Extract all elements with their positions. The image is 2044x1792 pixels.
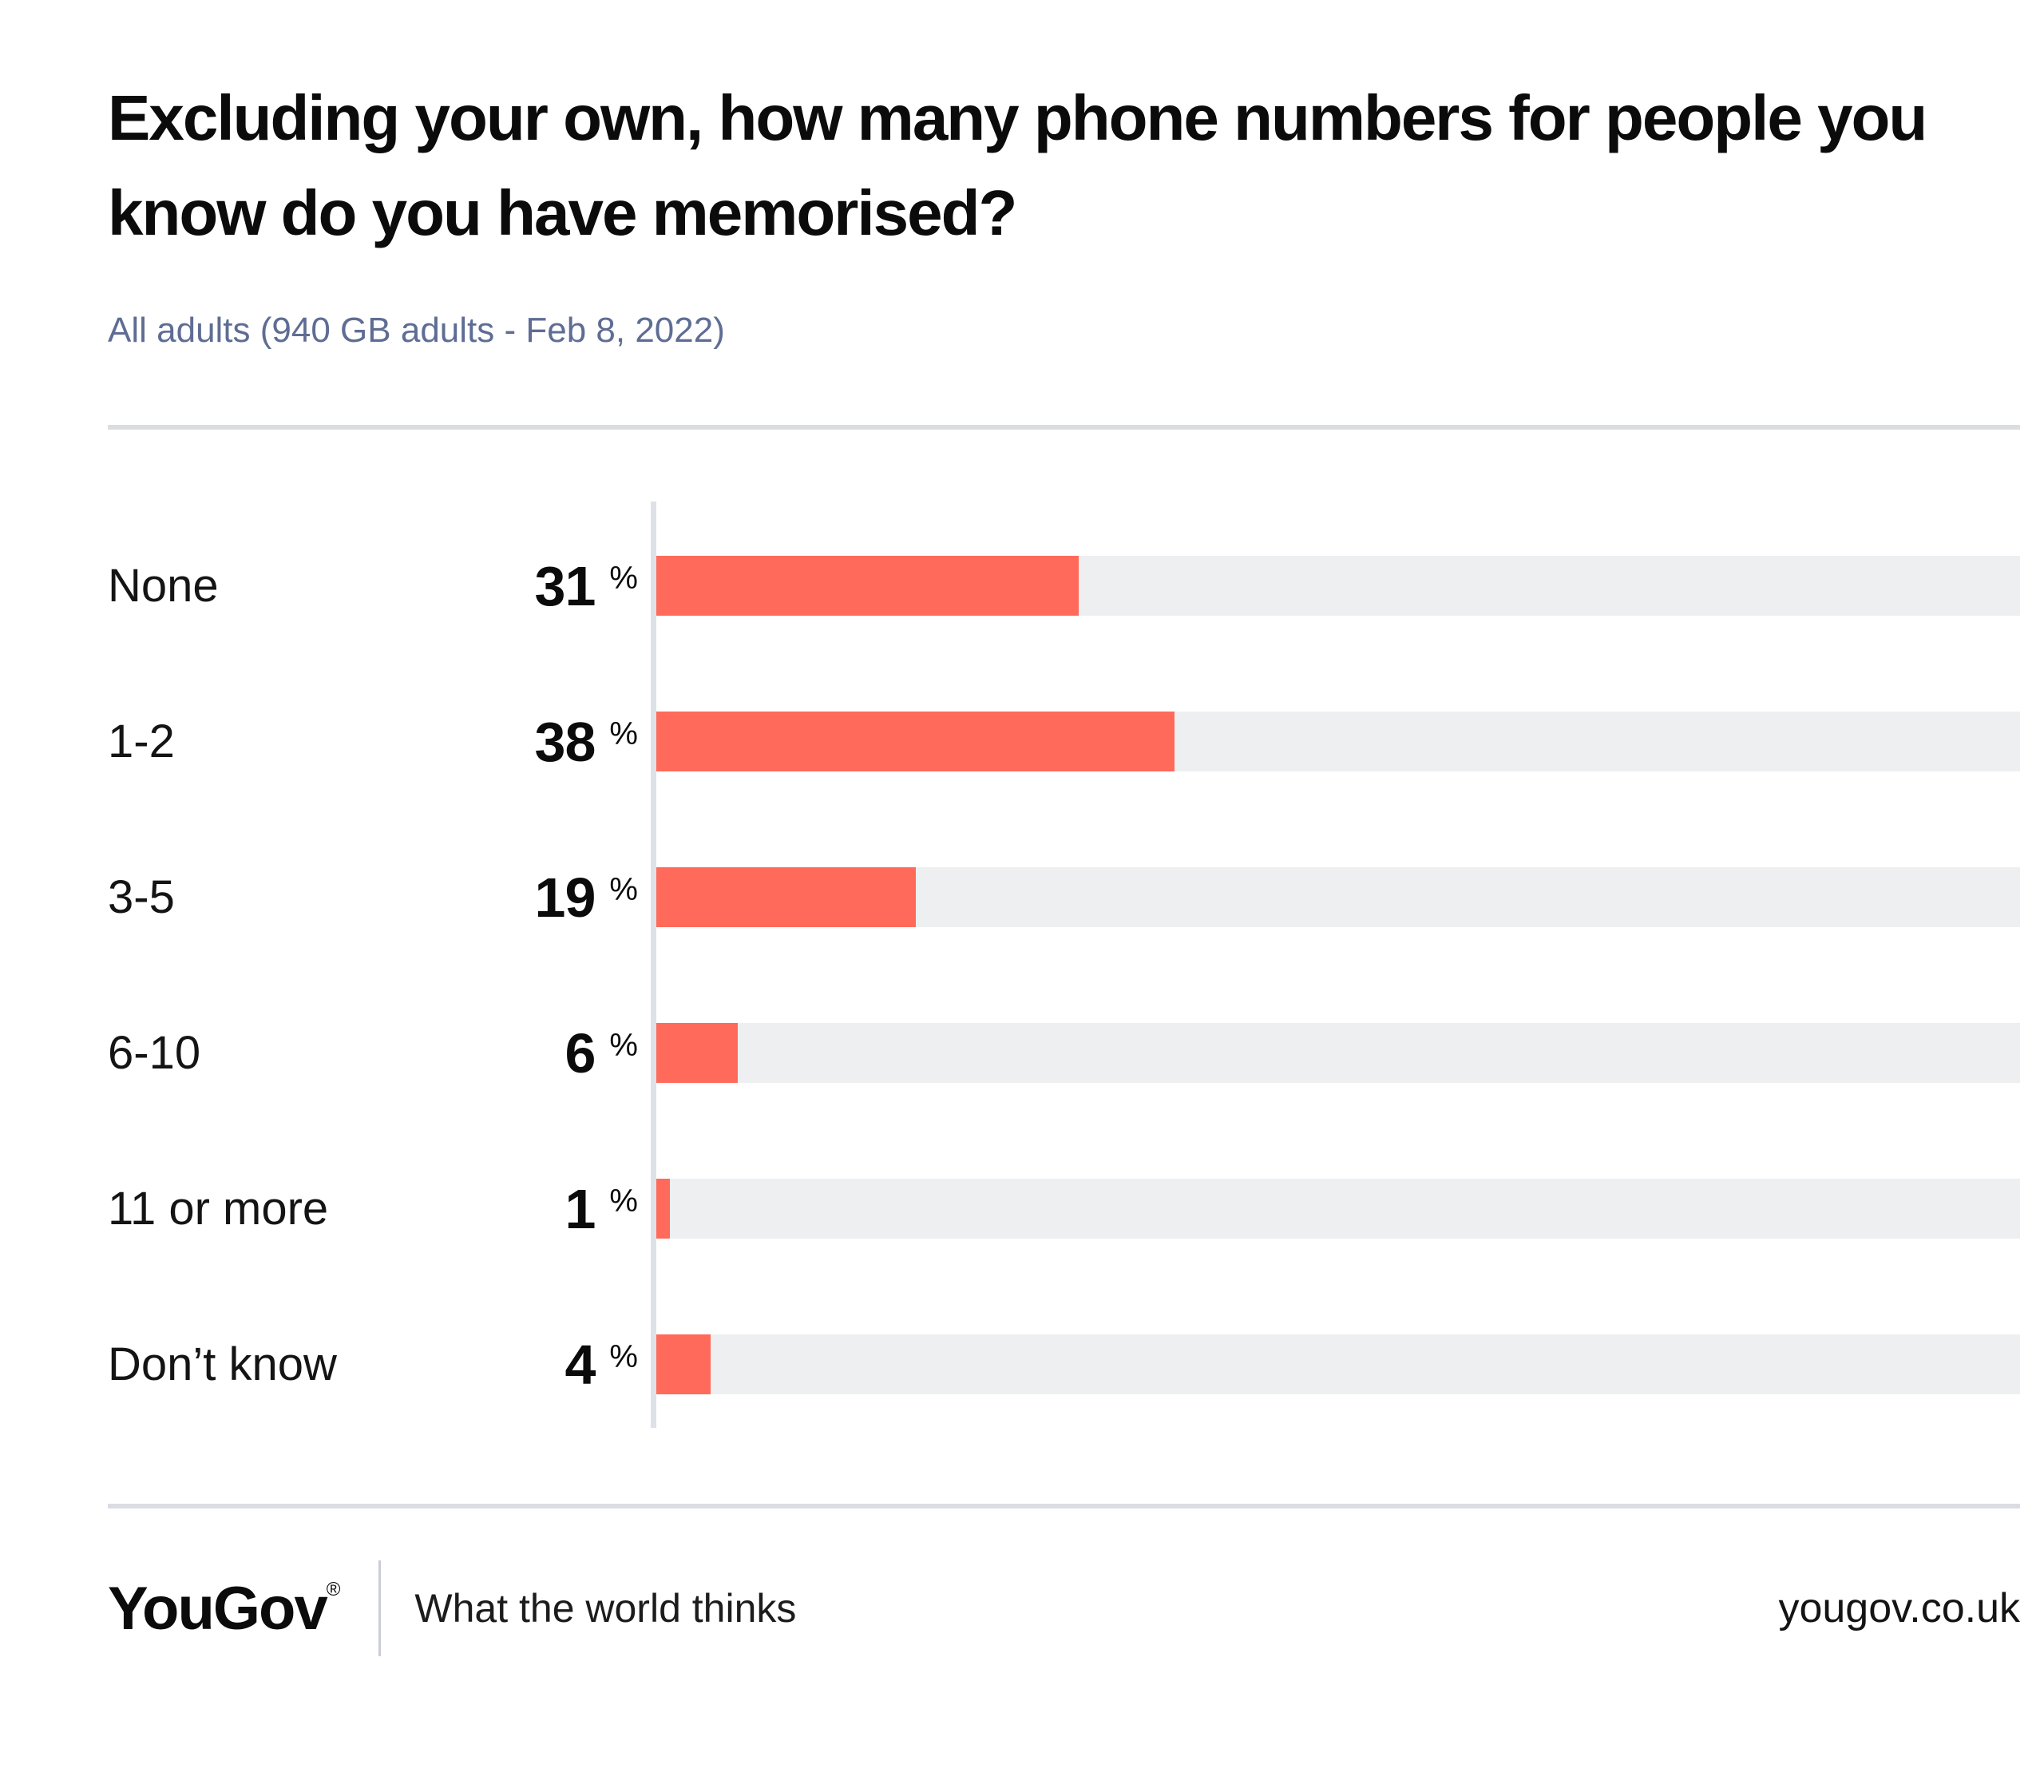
page: Excluding your own, how many phone numbe… xyxy=(108,70,2020,1660)
value-number: 1 xyxy=(564,1177,596,1240)
value-label: 19 % xyxy=(519,870,651,926)
bar-fill xyxy=(656,867,916,927)
yougov-logo: YouGov® xyxy=(108,1574,340,1643)
footer-vertical-separator xyxy=(378,1560,382,1656)
percent-sign: % xyxy=(609,560,638,596)
percent-sign: % xyxy=(609,1027,638,1063)
bar-track xyxy=(656,556,2020,616)
footer-slogan: What the world thinks xyxy=(414,1586,797,1631)
percent-sign: % xyxy=(609,1338,638,1374)
bar-fill xyxy=(656,556,1079,616)
bar-track xyxy=(656,1334,2020,1394)
percent-sign: % xyxy=(609,1183,638,1219)
chart-row-3-5: 3-5 19 % xyxy=(108,819,2020,975)
bar-track xyxy=(656,1179,2020,1239)
value-number: 4 xyxy=(564,1333,596,1396)
footer-divider xyxy=(108,1504,2020,1509)
chart-row-11-or-more: 11 or more 1 % xyxy=(108,1131,2020,1287)
bar-fill xyxy=(656,1334,711,1394)
value-number: 31 xyxy=(534,554,596,617)
category-label: Don’t know xyxy=(108,1338,337,1390)
value-number: 6 xyxy=(564,1021,596,1084)
bar-fill xyxy=(656,1179,671,1239)
percent-sign: % xyxy=(609,716,638,751)
header-divider xyxy=(108,425,2020,430)
category-label: 6-10 xyxy=(108,1027,201,1079)
registered-trademark-icon: ® xyxy=(326,1578,341,1600)
value-label: 31 % xyxy=(519,558,651,614)
chart-row-6-10: 6-10 6 % xyxy=(108,975,2020,1131)
chart-row-dont-know: Don’t know 4 % xyxy=(108,1287,2020,1442)
chart-title: Excluding your own, how many phone numbe… xyxy=(108,82,1927,248)
category-label: 11 or more xyxy=(108,1183,329,1235)
value-label: 4 % xyxy=(519,1337,651,1393)
chart-row-1-2: 1-2 38 % xyxy=(108,664,2020,819)
axis-line xyxy=(651,502,656,1428)
bar-chart: None 31 % 1-2 38 % 3-5 19 xyxy=(108,502,2020,1442)
value-label: 1 % xyxy=(519,1181,651,1237)
value-number: 19 xyxy=(534,866,596,929)
bar-track xyxy=(656,712,2020,771)
value-number: 38 xyxy=(534,710,596,773)
percent-sign: % xyxy=(609,871,638,907)
value-label: 6 % xyxy=(519,1025,651,1081)
bar-fill xyxy=(656,712,1175,771)
category-label: 3-5 xyxy=(108,871,175,923)
footer: YouGov® What the world thinks yougov.co.… xyxy=(108,1556,2020,1660)
value-label: 38 % xyxy=(519,714,651,770)
bar-track xyxy=(656,867,2020,927)
chart-subtitle: All adults (940 GB adults - Feb 8, 2022) xyxy=(108,311,725,350)
category-label: None xyxy=(108,560,219,612)
bar-fill xyxy=(656,1023,739,1083)
category-label: 1-2 xyxy=(108,716,175,767)
chart-row-none: None 31 % xyxy=(108,508,2020,664)
yougov-logo-text: YouGov xyxy=(108,1574,328,1643)
footer-url: yougov.co.uk xyxy=(1778,1585,2020,1631)
bar-track xyxy=(656,1023,2020,1083)
